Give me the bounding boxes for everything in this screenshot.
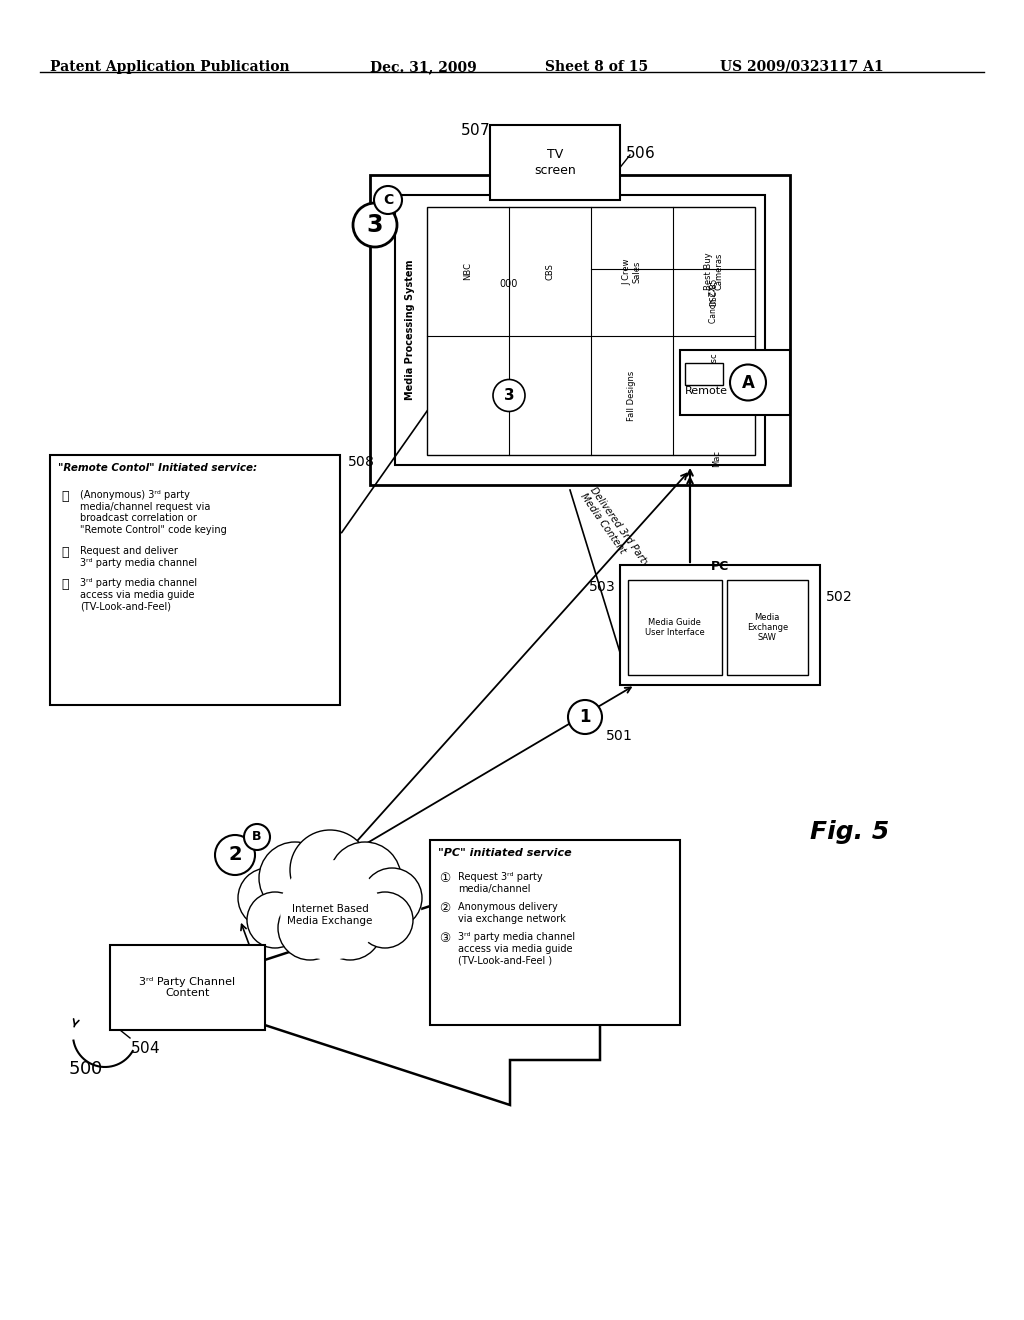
Text: Remote: Remote — [685, 385, 728, 396]
Text: $\mathit{502}$: $\mathit{502}$ — [825, 590, 852, 605]
Text: $\mathit{505}$: $\mathit{505}$ — [270, 480, 300, 496]
Text: (Anonymous) 3ʳᵈ party
media/channel request via
broadcast correlation or
"Remote: (Anonymous) 3ʳᵈ party media/channel requ… — [80, 490, 226, 535]
Circle shape — [357, 892, 413, 948]
Text: J Crew
Sales: J Crew Sales — [623, 259, 642, 285]
Text: ②: ② — [439, 902, 451, 915]
Text: NBC: NBC — [464, 263, 472, 280]
Text: Fig. 5: Fig. 5 — [810, 820, 889, 843]
Text: $\mathit{508}$: $\mathit{508}$ — [347, 455, 375, 469]
Circle shape — [318, 896, 382, 960]
Bar — [430, 840, 680, 1026]
Circle shape — [247, 892, 303, 948]
Text: $\mathit{506}$: $\mathit{506}$ — [625, 145, 655, 161]
Bar — [110, 945, 265, 1030]
Bar — [370, 176, 790, 484]
Text: 3ʳᵈ Party Channel
Content: 3ʳᵈ Party Channel Content — [139, 977, 236, 998]
Text: 2: 2 — [228, 846, 242, 865]
Text: Ⓑ: Ⓑ — [61, 546, 69, 558]
Text: 3: 3 — [504, 388, 514, 403]
Circle shape — [280, 861, 380, 960]
Text: Anonymous delivery
via exchange network: Anonymous delivery via exchange network — [458, 902, 566, 924]
Text: $\mathit{500}$: $\mathit{500}$ — [68, 1060, 103, 1078]
Text: $\mathit{504}$: $\mathit{504}$ — [130, 1040, 160, 1056]
Text: TV
screen: TV screen — [535, 149, 575, 177]
Text: Mac: Mac — [713, 450, 722, 467]
Bar — [395, 195, 765, 465]
Circle shape — [353, 203, 397, 247]
Text: Delivered 3rd Party
Media Content: Delivered 3rd Party Media Content — [578, 484, 650, 576]
Bar — [427, 207, 755, 455]
Circle shape — [568, 700, 602, 734]
Text: "PC" initiated service: "PC" initiated service — [438, 847, 571, 858]
Text: $\mathit{509}$: $\mathit{509}$ — [647, 420, 675, 434]
Text: 1: 1 — [580, 708, 591, 726]
Bar — [490, 125, 620, 201]
Text: 3ʳᵈ party media channel
access via media guide
(TV-Look-and-Feel ): 3ʳᵈ party media channel access via media… — [458, 932, 575, 965]
Text: Dec. 31, 2009: Dec. 31, 2009 — [370, 59, 477, 74]
Text: A: A — [741, 374, 755, 392]
Text: Media Guide
User Interface: Media Guide User Interface — [645, 618, 705, 638]
Circle shape — [259, 842, 331, 913]
Circle shape — [362, 869, 422, 928]
Bar — [50, 455, 340, 705]
Text: US 2009/0323117 A1: US 2009/0323117 A1 — [720, 59, 884, 74]
Text: C: C — [383, 193, 393, 207]
Text: Request and deliver
3ʳᵈ party media channel: Request and deliver 3ʳᵈ party media chan… — [80, 546, 198, 568]
Text: CBS: CBS — [546, 263, 555, 280]
Circle shape — [244, 824, 270, 850]
Circle shape — [278, 896, 342, 960]
Bar — [685, 363, 723, 385]
Text: Internet Based
Media Exchange: Internet Based Media Exchange — [288, 904, 373, 925]
Circle shape — [215, 836, 255, 875]
Text: Best Buy
Cameras: Best Buy Cameras — [705, 252, 724, 290]
Bar — [680, 350, 790, 414]
Text: $\mathit{501}$: $\mathit{501}$ — [605, 729, 632, 743]
Bar — [727, 579, 808, 675]
Text: DSC-85: DSC-85 — [710, 277, 719, 306]
Circle shape — [238, 869, 298, 928]
Bar — [240, 902, 420, 932]
Text: Fall Designs: Fall Designs — [628, 371, 637, 421]
Text: Misc: Misc — [710, 352, 719, 371]
Polygon shape — [165, 880, 600, 1105]
Circle shape — [290, 830, 370, 909]
Text: ①: ① — [439, 873, 451, 884]
Text: 3: 3 — [367, 213, 383, 238]
Text: $\mathit{507}$: $\mathit{507}$ — [460, 121, 490, 139]
Bar — [628, 579, 722, 675]
Text: Patent Application Publication: Patent Application Publication — [50, 59, 290, 74]
Circle shape — [493, 379, 525, 412]
Text: Ⓒ: Ⓒ — [61, 578, 69, 591]
Text: 000: 000 — [500, 280, 518, 289]
Text: Media
Exchange
SAW: Media Exchange SAW — [746, 612, 787, 643]
Text: PC: PC — [711, 560, 729, 573]
Text: ③: ③ — [439, 932, 451, 945]
Text: Ⓐ: Ⓐ — [61, 490, 69, 503]
Text: Sheet 8 of 15: Sheet 8 of 15 — [545, 59, 648, 74]
Text: Request 3ʳᵈ party
media/channel: Request 3ʳᵈ party media/channel — [458, 873, 543, 894]
Bar — [620, 565, 820, 685]
Text: Canon ZXc: Canon ZXc — [710, 281, 719, 323]
Text: Media Processing System: Media Processing System — [406, 260, 415, 400]
Text: "Remote Contol" Initiated service:: "Remote Contol" Initiated service: — [58, 463, 257, 473]
Circle shape — [329, 842, 401, 913]
Circle shape — [730, 364, 766, 400]
Text: B: B — [252, 830, 262, 843]
Text: $\mathit{503}$: $\mathit{503}$ — [588, 579, 615, 594]
Text: 3ʳᵈ party media channel
access via media guide
(TV-Look-and-Feel): 3ʳᵈ party media channel access via media… — [80, 578, 198, 611]
Circle shape — [374, 186, 402, 214]
